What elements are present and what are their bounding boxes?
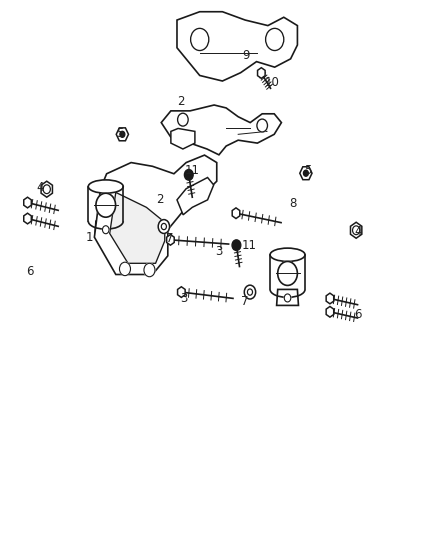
Polygon shape bbox=[350, 222, 362, 238]
Circle shape bbox=[96, 193, 115, 217]
Polygon shape bbox=[41, 181, 52, 197]
Text: 5: 5 bbox=[305, 164, 312, 177]
Text: 7: 7 bbox=[166, 232, 173, 245]
Polygon shape bbox=[257, 68, 265, 78]
Circle shape bbox=[244, 285, 256, 299]
Circle shape bbox=[257, 119, 267, 132]
Circle shape bbox=[158, 220, 170, 233]
Circle shape bbox=[278, 262, 298, 286]
Text: 8: 8 bbox=[289, 197, 296, 210]
Circle shape bbox=[119, 262, 131, 276]
Circle shape bbox=[120, 131, 125, 138]
Text: 4: 4 bbox=[354, 225, 362, 238]
Polygon shape bbox=[24, 213, 31, 224]
Polygon shape bbox=[171, 128, 195, 149]
Text: 9: 9 bbox=[242, 50, 250, 62]
Text: 6: 6 bbox=[26, 265, 34, 278]
Text: 10: 10 bbox=[264, 76, 279, 89]
Polygon shape bbox=[326, 293, 334, 304]
Circle shape bbox=[144, 263, 155, 277]
Circle shape bbox=[232, 240, 241, 251]
Circle shape bbox=[303, 170, 309, 176]
Polygon shape bbox=[94, 155, 217, 274]
Polygon shape bbox=[300, 167, 312, 180]
Text: 3: 3 bbox=[215, 245, 222, 258]
Text: 11: 11 bbox=[185, 164, 200, 177]
Circle shape bbox=[177, 113, 188, 126]
Polygon shape bbox=[177, 177, 214, 215]
Circle shape bbox=[102, 226, 109, 233]
Circle shape bbox=[191, 28, 209, 51]
Polygon shape bbox=[177, 12, 298, 81]
Circle shape bbox=[266, 28, 284, 51]
Text: 7: 7 bbox=[241, 295, 249, 308]
Polygon shape bbox=[110, 192, 165, 263]
Polygon shape bbox=[95, 221, 117, 237]
Polygon shape bbox=[177, 287, 185, 297]
Ellipse shape bbox=[270, 248, 305, 262]
Polygon shape bbox=[326, 306, 334, 317]
Text: 6: 6 bbox=[354, 308, 362, 321]
Text: 1: 1 bbox=[86, 231, 94, 244]
Text: 3: 3 bbox=[180, 292, 187, 305]
Polygon shape bbox=[232, 208, 240, 219]
Polygon shape bbox=[161, 105, 281, 155]
Text: 2: 2 bbox=[177, 95, 185, 108]
Text: 11: 11 bbox=[242, 239, 257, 252]
Text: 2: 2 bbox=[156, 193, 163, 206]
Polygon shape bbox=[24, 197, 31, 208]
Polygon shape bbox=[166, 235, 174, 245]
Ellipse shape bbox=[88, 180, 123, 193]
Text: 4: 4 bbox=[36, 181, 44, 194]
Circle shape bbox=[284, 294, 291, 302]
Circle shape bbox=[184, 169, 193, 180]
Polygon shape bbox=[116, 128, 128, 141]
Text: 5: 5 bbox=[117, 127, 124, 140]
Polygon shape bbox=[277, 289, 298, 305]
